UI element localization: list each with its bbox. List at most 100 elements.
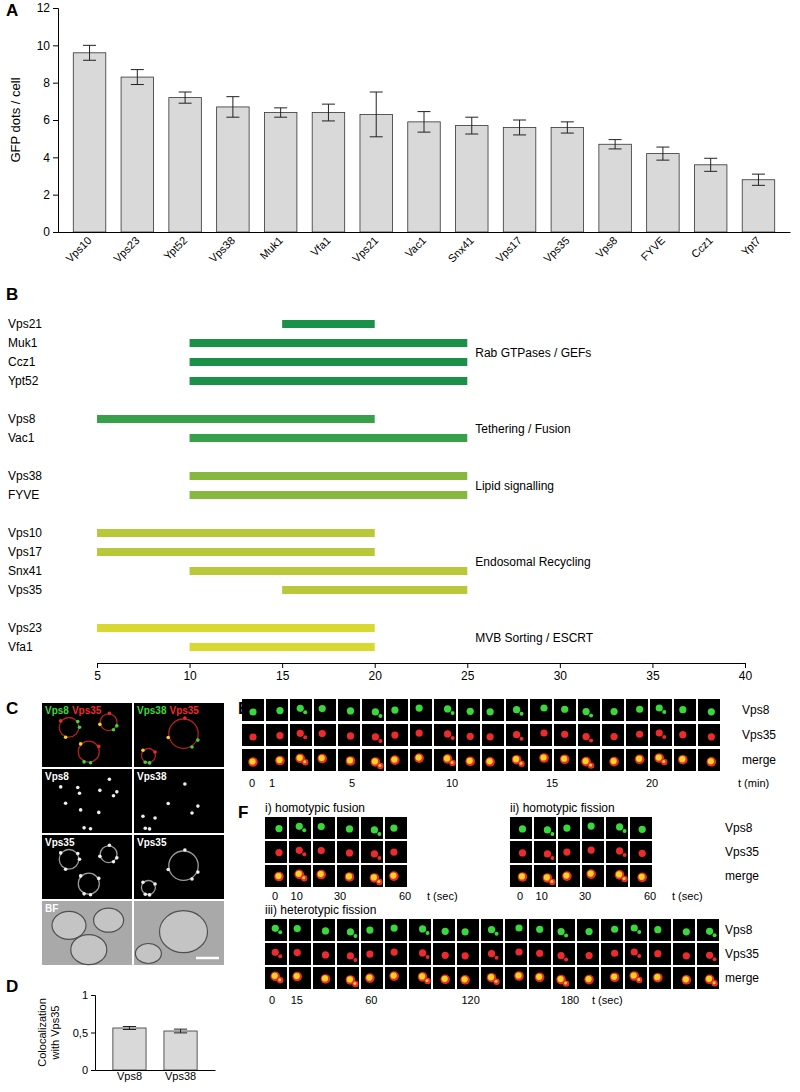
blob — [449, 760, 455, 766]
tick-mark — [282, 663, 283, 668]
frame — [313, 817, 335, 839]
blob — [588, 871, 594, 877]
error-bar — [89, 45, 90, 60]
frame — [265, 865, 287, 887]
blob — [462, 928, 469, 935]
blob — [610, 972, 620, 982]
micrograph — [134, 835, 224, 899]
frame — [433, 919, 455, 941]
frame — [505, 943, 527, 965]
tick-mark — [53, 232, 58, 233]
spot — [141, 881, 145, 885]
axis-title: GFP dots / cell — [8, 77, 23, 162]
tick: Ccz1 — [689, 232, 715, 260]
blob — [303, 735, 307, 739]
error-cap — [179, 103, 192, 104]
plot — [97, 320, 467, 651]
cell-outline — [160, 911, 208, 953]
micrograph — [42, 769, 132, 833]
blob — [679, 706, 686, 713]
range-bar — [190, 358, 468, 366]
tick-label: FYVE — [638, 234, 667, 263]
frame — [410, 699, 432, 721]
blob — [636, 977, 642, 983]
frame — [434, 724, 456, 746]
range-bar — [282, 586, 467, 594]
spot — [98, 723, 102, 727]
blob — [639, 850, 646, 857]
spot — [108, 777, 112, 781]
spot — [79, 742, 83, 746]
spot — [76, 852, 80, 856]
tick-label: Vps8 — [117, 1070, 142, 1082]
group-label: Tethering / Fusion — [475, 422, 570, 436]
frame — [534, 817, 556, 839]
error-cap — [226, 96, 239, 97]
frame — [338, 724, 360, 746]
range-bar — [97, 624, 375, 632]
frame — [558, 841, 580, 863]
tick-mark — [97, 663, 98, 668]
bar — [694, 165, 726, 232]
error-cap — [370, 92, 383, 93]
frame — [697, 919, 719, 941]
spot — [148, 893, 152, 897]
frame — [458, 724, 480, 746]
frame — [313, 943, 335, 965]
figure: ABCDEF024681012Vps10Vps23Ypt52Vps38Muk1V… — [0, 0, 800, 1092]
frame — [506, 749, 528, 771]
blob — [249, 733, 256, 740]
blob — [272, 949, 279, 956]
blob — [353, 958, 357, 962]
frame — [553, 967, 575, 989]
blob — [536, 974, 542, 980]
frame — [314, 724, 336, 746]
blob — [585, 928, 592, 935]
bar — [599, 144, 631, 232]
blob — [462, 976, 468, 982]
time-label: 15 — [546, 777, 558, 789]
frame — [578, 749, 600, 771]
tick-label: Snx41 — [446, 234, 477, 265]
blob — [377, 832, 381, 836]
frame — [361, 865, 383, 887]
spot — [64, 801, 68, 805]
blob — [550, 880, 553, 883]
channel-label: Vps38 — [137, 705, 167, 716]
error-bar — [185, 92, 186, 103]
frame — [625, 967, 647, 989]
frame — [673, 943, 695, 965]
channel-label: Vps35 — [72, 705, 102, 716]
spot — [97, 745, 101, 749]
tick: Vfa1 — [308, 232, 332, 259]
blob — [460, 975, 470, 985]
time-label: 180 — [561, 994, 579, 1006]
blob — [275, 873, 281, 879]
channel-label: merge — [725, 869, 759, 883]
tick: 1 — [82, 989, 95, 1001]
tick-label: 40 — [739, 669, 753, 683]
blob — [444, 705, 451, 712]
blob — [557, 976, 563, 982]
frame — [265, 943, 287, 965]
blob — [346, 873, 352, 879]
blob — [378, 714, 382, 718]
frame — [554, 749, 576, 771]
blob — [278, 978, 281, 981]
blob — [416, 705, 423, 712]
micrograph — [42, 901, 132, 965]
tick-mark — [190, 663, 191, 668]
blob — [319, 705, 326, 712]
blob — [276, 757, 282, 763]
blob — [371, 874, 377, 880]
spot — [89, 761, 93, 765]
blob — [564, 934, 568, 938]
subpanel-title: iii) heterotypic fission — [265, 903, 376, 917]
blob — [535, 972, 545, 982]
frame — [674, 749, 696, 771]
channel-label: merge — [742, 753, 776, 767]
tick: Vps8 — [593, 232, 619, 260]
frame — [506, 724, 528, 746]
spot — [59, 851, 63, 855]
tick-label: 35 — [646, 669, 660, 683]
